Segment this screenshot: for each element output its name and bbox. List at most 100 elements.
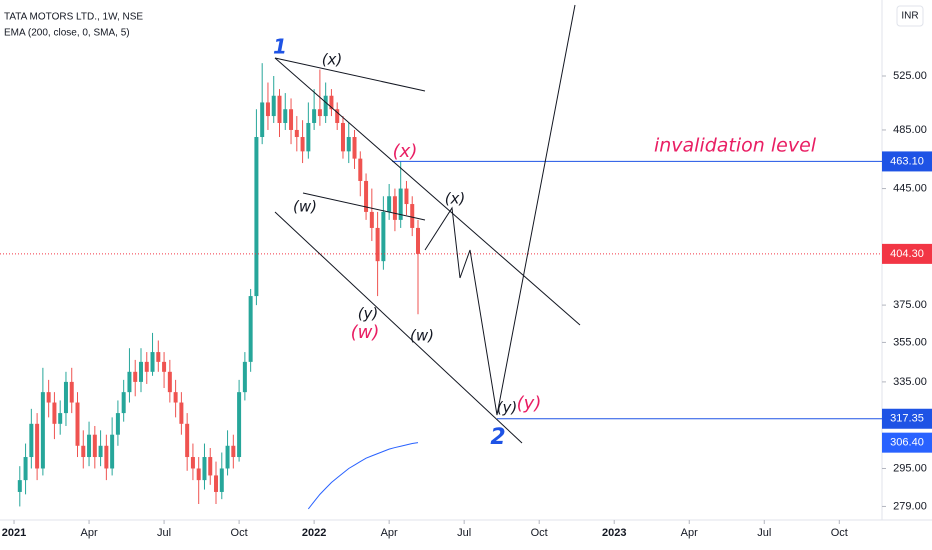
- price-label: 317.35: [890, 413, 924, 425]
- wave-label: 1: [273, 35, 287, 59]
- wave-label: (x): [393, 141, 418, 162]
- price-label: 306.40: [890, 437, 924, 449]
- candle-body: [98, 445, 103, 458]
- chart-title: TATA MOTORS LTD., 1W, NSE: [4, 12, 143, 23]
- candle-body: [52, 402, 57, 424]
- ema-line: [307, 442, 419, 510]
- candle-body: [242, 361, 247, 393]
- candle-body: [294, 129, 299, 138]
- candle-body: [346, 137, 351, 152]
- x-tick-label: Apr: [681, 527, 698, 539]
- candle-body: [375, 227, 380, 262]
- candle-body: [358, 158, 363, 181]
- candle-body: [208, 457, 213, 476]
- candle-body: [75, 402, 80, 446]
- candle-body: [150, 352, 155, 372]
- currency-label[interactable]: INR: [901, 11, 918, 22]
- candle-body: [156, 352, 161, 362]
- candle-body: [58, 413, 63, 424]
- candle-body: [110, 434, 115, 469]
- candle-body: [138, 361, 143, 382]
- candle-body: [29, 423, 34, 458]
- y-tick-label: 295.00: [893, 462, 927, 474]
- candle-body: [190, 457, 195, 469]
- candle-body: [416, 227, 421, 254]
- y-tick-label: 375.00: [893, 299, 927, 311]
- candle-body: [17, 480, 22, 492]
- candle-body: [202, 457, 207, 481]
- currency-badge[interactable]: [896, 5, 924, 27]
- candle-body: [196, 468, 201, 481]
- wave-label: (y): [497, 399, 518, 417]
- candle-body: [144, 361, 149, 372]
- candle-body: [214, 475, 219, 492]
- wave-label: (y): [517, 393, 542, 414]
- y-tick-label: 485.00: [893, 124, 927, 136]
- trend-line: [274, 211, 523, 444]
- candle-body: [260, 102, 265, 138]
- x-tick-label: Jul: [457, 527, 471, 539]
- trend-line: [274, 57, 581, 326]
- candle-body: [277, 95, 282, 123]
- candle-body: [300, 137, 305, 152]
- candle-body: [237, 392, 242, 458]
- candle-body: [352, 137, 357, 159]
- candle-body: [40, 392, 45, 469]
- y-tick-label: 355.00: [893, 336, 927, 348]
- candle-body: [387, 196, 392, 212]
- candle-body: [46, 392, 51, 403]
- x-tick-label: 2021: [2, 527, 26, 539]
- candle-body: [410, 204, 415, 228]
- x-tick-label: Apr: [381, 527, 398, 539]
- candle-body: [81, 445, 86, 458]
- price-label: 463.10: [890, 155, 924, 167]
- y-tick-label: 279.00: [893, 500, 927, 512]
- candle-body: [69, 381, 74, 403]
- wave-label: (w): [351, 322, 380, 343]
- candle-body: [167, 371, 172, 393]
- candle-body: [115, 413, 120, 435]
- y-tick-label: 335.00: [893, 376, 927, 388]
- candle-body: [317, 109, 322, 117]
- candle-body: [312, 109, 317, 123]
- y-tick-label: 445.00: [893, 182, 927, 194]
- candle-body: [340, 122, 345, 152]
- candle-body: [329, 95, 334, 110]
- candle-body: [219, 468, 224, 492]
- projection-path: [424, 4, 576, 416]
- wave-label: (w): [293, 198, 317, 216]
- price-label-bg: [882, 432, 932, 453]
- price-label-bg: [882, 408, 932, 429]
- price-label-bg: [882, 151, 932, 172]
- candle-body: [185, 423, 190, 458]
- candle-body: [289, 109, 294, 130]
- candle-body: [92, 434, 97, 458]
- note: invalidation level: [654, 135, 817, 157]
- candle-body: [231, 445, 236, 458]
- wave-label: 2: [490, 425, 505, 450]
- candle-body: [254, 137, 259, 297]
- x-tick-label: 2022: [302, 527, 326, 539]
- candle-body: [364, 180, 369, 212]
- x-tick-label: Apr: [80, 527, 97, 539]
- candle-body: [306, 122, 311, 152]
- drawings: [274, 4, 581, 444]
- candle-body: [398, 188, 403, 220]
- candle-body: [121, 392, 126, 414]
- wave-label: (w): [410, 327, 434, 345]
- candle-body: [225, 445, 230, 469]
- x-tick-label: Jul: [757, 527, 771, 539]
- trend-line: [302, 192, 426, 221]
- wave-label: (y): [358, 305, 379, 323]
- candle-body: [265, 102, 270, 117]
- x-tick-label: Oct: [531, 527, 548, 539]
- price-label-bg: [882, 243, 932, 264]
- candle-body: [381, 211, 386, 262]
- candle-body: [323, 95, 328, 117]
- annotations: 1 (x) (x) invalidation level (w) (x) (y)…: [273, 35, 817, 451]
- x-tick-label: Oct: [231, 527, 248, 539]
- x-tick-label: Jul: [157, 527, 171, 539]
